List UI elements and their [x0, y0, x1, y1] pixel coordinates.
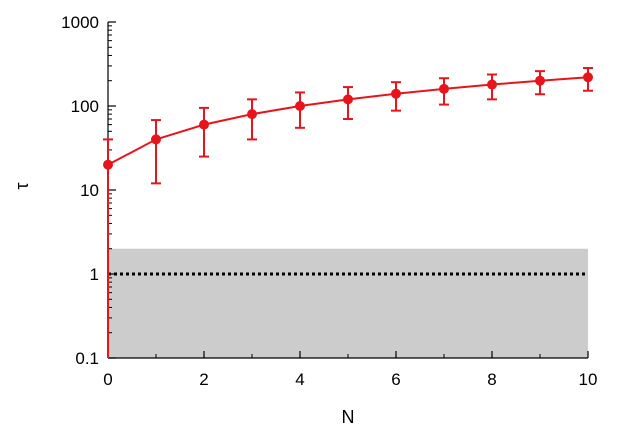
x-tick-label: 0: [103, 370, 112, 389]
shaded-band: [108, 248, 588, 358]
data-point: [391, 88, 401, 99]
data-point: [199, 119, 209, 130]
y-tick-label: 1000: [61, 13, 99, 32]
y-tick-label: 100: [71, 97, 99, 116]
x-axis-label: N: [342, 407, 355, 427]
y-axis-label: τ: [12, 182, 32, 189]
data-point: [343, 94, 353, 105]
data-point: [535, 75, 545, 86]
y-tick-label: 0.1: [75, 349, 99, 368]
y-tick-label: 1: [90, 265, 99, 284]
data-point: [247, 109, 257, 120]
y-tick-label: 10: [80, 181, 99, 200]
x-tick-label: 8: [487, 370, 496, 389]
data-point: [439, 83, 449, 94]
x-tick-label: 4: [295, 370, 304, 389]
shaded-band-layer: [108, 248, 588, 358]
series-layer: [103, 67, 593, 358]
data-point: [103, 159, 113, 170]
data-point: [487, 79, 497, 90]
data-point: [151, 134, 161, 145]
x-tick-label: 2: [199, 370, 208, 389]
data-point: [295, 101, 305, 111]
data-point: [583, 72, 593, 83]
x-tick-label: 6: [391, 370, 400, 389]
x-tick-label: 10: [579, 370, 598, 389]
